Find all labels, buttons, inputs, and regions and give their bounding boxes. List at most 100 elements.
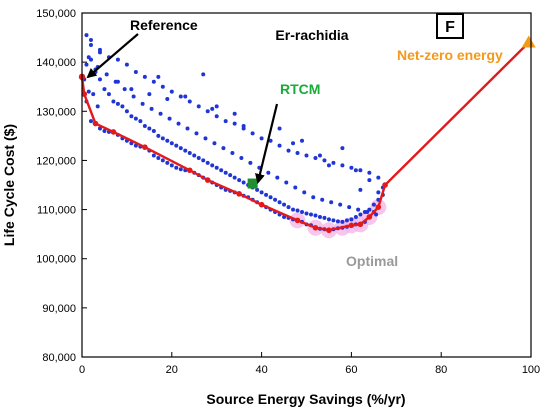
data-point <box>329 200 334 205</box>
data-point <box>133 116 138 121</box>
data-point <box>95 104 100 109</box>
data-point <box>104 72 109 77</box>
pareto-point <box>357 221 364 228</box>
data-point <box>230 151 235 156</box>
data-point <box>331 160 336 165</box>
data-point <box>338 202 343 207</box>
data-point <box>239 155 244 160</box>
data-point <box>115 101 120 106</box>
data-point <box>371 202 376 207</box>
x-tick-label: 60 <box>345 364 357 376</box>
data-point <box>187 99 192 104</box>
data-point <box>268 195 273 200</box>
data-point <box>120 104 125 109</box>
plot-frame <box>81 12 532 358</box>
rtcm-arrow <box>255 103 279 184</box>
data-point <box>169 163 174 168</box>
data-point <box>142 74 147 79</box>
data-point <box>232 175 237 180</box>
data-point <box>365 210 370 215</box>
data-point <box>295 151 300 156</box>
data-point <box>320 197 325 202</box>
data-point <box>185 126 190 131</box>
data-point <box>84 62 89 67</box>
data-point <box>131 94 136 99</box>
data-point <box>147 92 152 97</box>
data-point <box>97 47 102 52</box>
x-tick-label: 80 <box>435 364 447 376</box>
net-zero-marker <box>521 35 536 48</box>
data-point <box>223 119 228 124</box>
data-point <box>331 218 336 223</box>
data-point <box>169 141 174 146</box>
data-point <box>129 114 134 119</box>
data-point <box>353 214 358 219</box>
x-tick-label: 100 <box>522 364 540 376</box>
data-point <box>322 158 327 163</box>
data-point <box>196 155 201 160</box>
data-point <box>358 168 363 173</box>
data-point <box>219 168 224 173</box>
data-point <box>212 141 217 146</box>
data-point <box>138 119 143 124</box>
data-point <box>174 165 179 170</box>
data-point <box>326 163 331 168</box>
data-point <box>353 168 358 173</box>
data-point <box>178 94 183 99</box>
data-point <box>201 158 206 163</box>
data-point <box>183 94 188 99</box>
data-point <box>376 190 381 195</box>
data-point <box>201 72 206 77</box>
data-point <box>275 175 280 180</box>
data-point <box>214 114 219 119</box>
y-tick-label: 150,000 <box>36 8 76 20</box>
data-point <box>151 153 156 158</box>
data-point <box>300 210 305 215</box>
data-point <box>293 185 298 190</box>
data-point <box>192 153 197 158</box>
data-point <box>349 165 354 170</box>
plot-area <box>82 13 531 357</box>
data-point <box>183 148 188 153</box>
data-point <box>340 219 345 224</box>
data-point <box>160 158 165 163</box>
data-point <box>221 146 226 151</box>
data-point <box>158 111 163 116</box>
data-point <box>88 42 93 47</box>
data-point <box>174 143 179 148</box>
pareto-point <box>110 129 117 135</box>
data-point <box>308 212 313 217</box>
data-point <box>223 170 228 175</box>
chart-title: Er-rachidia <box>275 27 348 43</box>
data-point <box>259 190 264 195</box>
data-point <box>326 217 331 222</box>
data-point <box>210 163 215 168</box>
data-point <box>115 79 120 84</box>
y-tick-label: 100,000 <box>36 254 76 266</box>
data-point <box>196 104 201 109</box>
y-axis: 80,000 90,000 100,000 110,000 120,000 130,000… <box>36 8 87 364</box>
pareto-point <box>382 182 388 188</box>
pareto-point <box>142 144 148 150</box>
data-point <box>241 124 246 129</box>
pareto-point <box>258 201 265 208</box>
data-point <box>102 128 107 133</box>
data-point <box>277 143 282 148</box>
data-point <box>232 121 237 126</box>
data-point <box>286 205 291 210</box>
data-point <box>344 218 349 223</box>
data-point <box>313 155 318 160</box>
data-point <box>169 89 174 94</box>
pareto-point <box>294 217 301 224</box>
data-point <box>291 141 296 146</box>
data-point <box>124 109 129 114</box>
data-point <box>156 133 161 138</box>
data-point <box>122 87 127 92</box>
data-point <box>286 148 291 153</box>
data-point <box>347 205 352 210</box>
data-point <box>86 55 91 60</box>
x-axis-title: Source Energy Savings (%/yr) <box>206 391 405 407</box>
data-point <box>156 155 161 160</box>
data-point <box>167 116 172 121</box>
